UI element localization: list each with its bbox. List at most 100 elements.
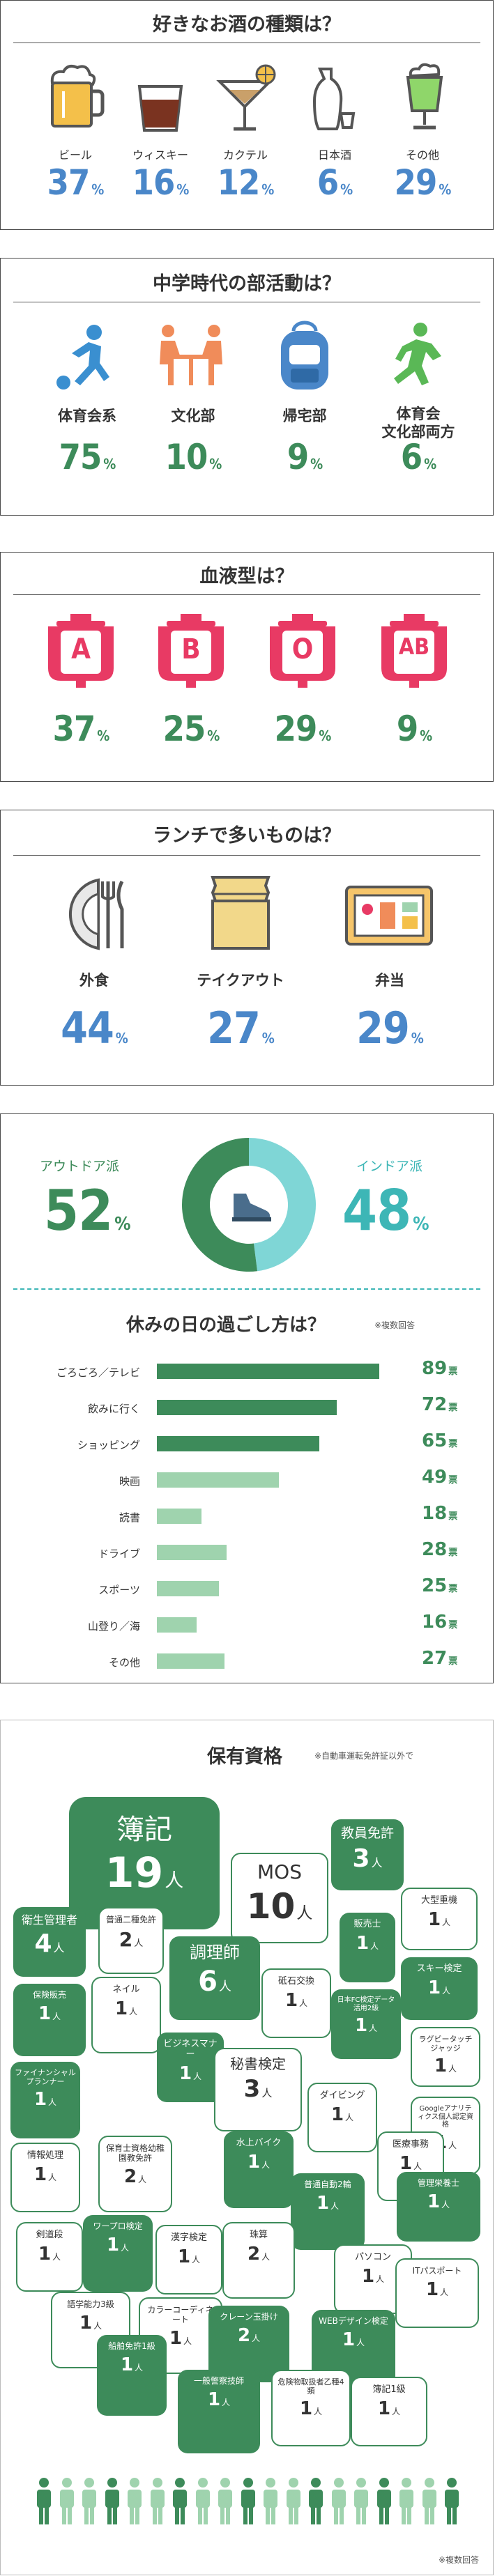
license-count-unit: 人 xyxy=(442,1917,451,1927)
license-name: 一般警察技師 xyxy=(193,2376,244,2386)
license-count-unit: 人 xyxy=(370,1941,379,1951)
outdoor-label: アウトドア派 xyxy=(40,1159,120,1174)
club-pct-both: 6% xyxy=(400,437,436,477)
license-count-unit: 人 xyxy=(448,2064,457,2074)
person-icon xyxy=(445,2478,459,2524)
lunch-pct-bento: 29% xyxy=(356,1003,424,1054)
license-bubble: 珠算 2 人 xyxy=(222,2222,295,2299)
license-count-unit: 人 xyxy=(193,2071,202,2081)
drink-pct-sake: 6% xyxy=(317,162,353,203)
license-count-number: 2 xyxy=(119,1927,133,1951)
person-icon xyxy=(173,2478,187,2524)
donut-slice-indoor xyxy=(249,1138,317,1272)
license-count-number: 1 xyxy=(114,1998,128,2019)
blood-type-label: B xyxy=(181,633,201,665)
license-count-number: 1 xyxy=(120,2354,134,2375)
bar-value-label: 25 票 xyxy=(422,1575,457,1596)
license-bubble: 保育士資格幼稚園教免許 2 人 xyxy=(98,2136,172,2212)
blood-bag-ab-icon: AB xyxy=(376,612,452,689)
drink-pct-cocktail: 12% xyxy=(217,162,275,203)
license-count-unit: 人 xyxy=(369,2023,378,2033)
lunch-label-takeout: テイクアウト xyxy=(197,972,284,989)
blood-pct-o: 29% xyxy=(274,709,332,749)
lunch-section: ランチで多いものは？ 外食 テイクアウト 弁当 44% 27% 29% xyxy=(0,810,494,1086)
bar-1 xyxy=(157,1400,337,1415)
bar-category-label: ごろごろ／テレビ xyxy=(56,1366,140,1379)
bar-value-unit: 票 xyxy=(448,1439,458,1449)
license-count-number: 1 xyxy=(177,2246,191,2267)
license-name: 簿記 xyxy=(116,1814,172,1846)
bar-value-label: 72 票 xyxy=(422,1394,457,1415)
bar-3 xyxy=(157,1472,280,1488)
license-count-number: 1 xyxy=(38,2243,52,2265)
club-label-gohome: 帰宅部 xyxy=(282,408,327,424)
drinks-section: 好きなお酒の種類は？ ビール ウィスキー カクテル 日本酒 その他 37% 16… xyxy=(0,0,494,230)
license-count-number: 6 xyxy=(198,1965,218,1998)
license-count-unit: 人 xyxy=(441,2199,450,2209)
license-bubble: 砥石交換 1 人 xyxy=(261,1968,331,2038)
license-bubble: 危険物取扱者乙種4類 1 人 xyxy=(271,2370,351,2446)
blood-type-label: O xyxy=(291,633,314,665)
license-count-number: 1 xyxy=(356,1932,370,1954)
blood-pct-ab: 9% xyxy=(396,709,432,749)
license-name: 砥石交換 xyxy=(277,1976,314,1987)
licenses-note: ※自動車運転免許証以外で xyxy=(314,1751,414,1761)
holiday-dashed-divider xyxy=(13,1288,480,1290)
license-count-number: 1 xyxy=(377,2398,391,2419)
bar-value-label: 27 票 xyxy=(422,1648,457,1669)
license-bubble: ITパスポート 1 人 xyxy=(395,2258,479,2328)
license-name: 調理師 xyxy=(190,1943,240,1962)
club-label-both-line2: 文化部両方 xyxy=(381,424,455,440)
bar-category-label: 読書 xyxy=(119,1511,140,1524)
license-count-unit: 人 xyxy=(314,2407,323,2417)
bar-value-number: 16 xyxy=(422,1612,448,1633)
bar-value-number: 72 xyxy=(422,1394,448,1415)
bar-value-unit: 票 xyxy=(448,1548,458,1558)
person-icon xyxy=(354,2478,368,2524)
license-count-number: 19 xyxy=(105,1849,164,1897)
bar-7 xyxy=(157,1617,197,1633)
license-name: クレーン玉掛け xyxy=(220,2312,278,2322)
club-label-both-line1: 体育会 xyxy=(396,406,441,422)
bar-value-number: 27 xyxy=(422,1648,448,1669)
runner-icon xyxy=(394,323,441,385)
person-icon xyxy=(264,2478,277,2524)
person-icon xyxy=(59,2478,74,2524)
license-name: 危険物取扱者乙種4類 xyxy=(277,2377,344,2396)
license-bubble: 剣道段 1 人 xyxy=(16,2222,83,2292)
blood-title: 血液型は？ xyxy=(199,566,294,587)
bar-2 xyxy=(157,1436,319,1451)
license-count-unit: 人 xyxy=(376,2274,385,2284)
bar-value-label: 49 票 xyxy=(422,1467,457,1488)
license-bubble: 秘書検定 3 人 xyxy=(214,2048,302,2131)
blood-bag-b-icon: B xyxy=(153,612,229,689)
license-count-unit: 人 xyxy=(330,2200,340,2211)
license-count-number: 1 xyxy=(427,1977,441,1998)
license-count-unit: 人 xyxy=(356,2337,365,2347)
license-count-number: 1 xyxy=(169,2327,183,2349)
license-name: 大型重機 xyxy=(420,1895,457,1906)
bar-value-number: 89 xyxy=(422,1358,448,1379)
license-count-number: 4 xyxy=(34,1929,52,1959)
club-pct-gohome: 9% xyxy=(287,437,323,477)
license-name: カラーコーディネート xyxy=(147,2305,214,2324)
license-name: 船舶免許1級 xyxy=(108,2341,155,2351)
license-count-unit: 人 xyxy=(52,2011,61,2021)
bar-category-label: ドライブ xyxy=(98,1548,140,1560)
person-icon xyxy=(376,2478,391,2524)
license-bubble: 普通二種免許 2 人 xyxy=(98,1907,164,1974)
license-count-unit: 人 xyxy=(371,1856,383,1869)
